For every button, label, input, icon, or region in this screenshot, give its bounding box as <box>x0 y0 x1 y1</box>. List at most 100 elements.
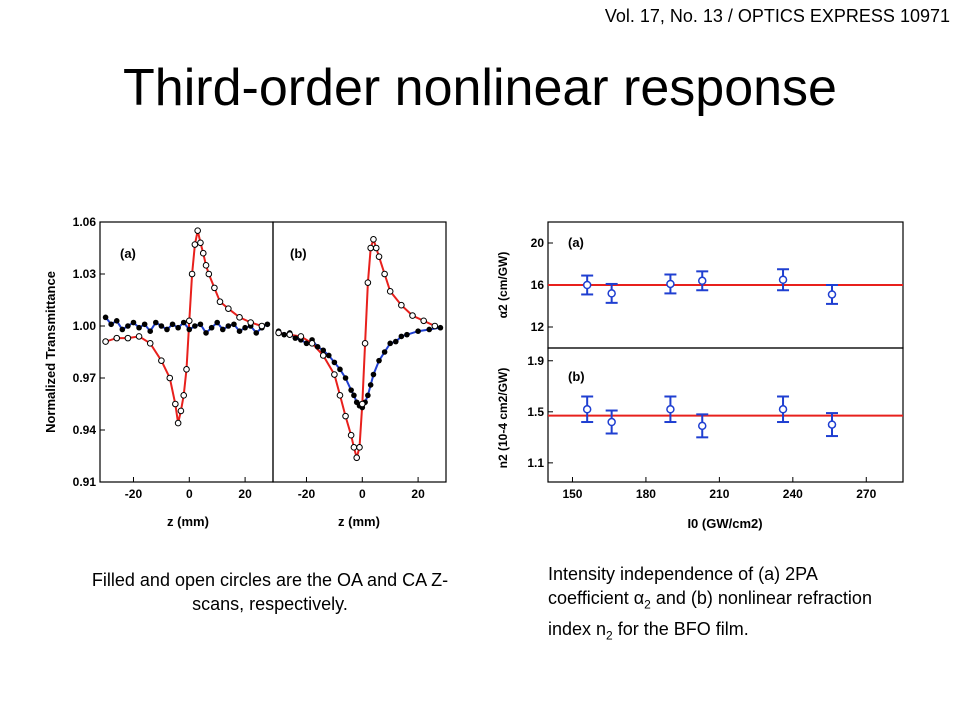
ca-point <box>420 317 427 325</box>
ca-point <box>172 400 179 408</box>
oa-point <box>208 324 215 331</box>
oa-point <box>437 324 444 331</box>
oa-point <box>351 392 357 399</box>
oa-point <box>225 323 232 329</box>
ca-point <box>356 444 363 451</box>
oa-point <box>102 314 109 321</box>
ca-point <box>364 279 372 286</box>
oa-point <box>180 319 187 326</box>
caption-right-sub2: 2 <box>606 628 613 643</box>
x-tick-label: -20 <box>298 487 316 501</box>
oa-point <box>175 324 181 331</box>
y-tick-label: 0.97 <box>73 371 97 385</box>
oa-point <box>264 321 271 328</box>
ca-point <box>375 253 383 260</box>
y-tick-label: 1.5 <box>527 405 544 419</box>
data-point <box>697 276 707 286</box>
ca-point <box>188 270 196 278</box>
y-tick-label: 1.03 <box>73 267 97 281</box>
oa-point <box>130 319 137 326</box>
ca-point <box>199 249 207 257</box>
x-tick-label: 20 <box>238 487 252 501</box>
data-point <box>607 417 616 427</box>
alpha2-plot: 12 16 20 <box>531 236 903 334</box>
ca-point <box>211 284 218 292</box>
ca-point <box>386 288 394 295</box>
x-tick-label: 150 <box>562 487 582 501</box>
oa-point <box>192 323 198 329</box>
data-point <box>582 405 592 414</box>
oa-point <box>342 375 349 381</box>
ca-point <box>194 227 201 234</box>
oa-point <box>153 319 159 326</box>
oa-point <box>164 326 170 333</box>
oa-point <box>169 321 176 328</box>
ca-point <box>275 329 282 337</box>
oa-point <box>337 366 343 373</box>
oa-point <box>398 333 405 340</box>
oa-point <box>141 321 148 328</box>
y-tick-label: 1.1 <box>527 456 544 470</box>
data-point <box>778 405 788 414</box>
ca-point <box>183 366 190 373</box>
x-tick-label: 270 <box>856 487 876 501</box>
y-tick-label: 12 <box>531 320 545 334</box>
ca-point <box>431 322 439 330</box>
ca-point <box>381 270 388 278</box>
oa-point <box>158 323 165 329</box>
caption-right-part3: for the BFO film. <box>612 618 749 639</box>
ca-point <box>353 454 361 462</box>
ca-point <box>286 331 294 338</box>
y-tick-label: 0.94 <box>73 423 97 437</box>
slide-title: Third-order nonlinear response <box>123 59 837 117</box>
x-tick-label: 240 <box>783 487 803 501</box>
oa-point <box>404 331 410 338</box>
oa-point <box>219 326 226 333</box>
oa-point <box>242 324 248 331</box>
caption-right: Intensity independence of (a) 2PA coeffi… <box>548 562 878 647</box>
n2-plot: 1.1 1.5 1.9 150 180 210 240 270 <box>527 354 903 501</box>
ca-point <box>370 236 377 243</box>
zscan-xlabel-b: z (mm) <box>338 514 380 529</box>
ca-point <box>216 298 224 306</box>
y-tick-label: 16 <box>531 278 545 292</box>
panel-label-a: (a) <box>120 246 136 261</box>
ca-point <box>205 270 213 278</box>
ca-point <box>202 262 210 269</box>
zscan-ylabel: Normalized Transmittance <box>43 271 58 433</box>
oa-point <box>214 319 220 326</box>
oa-point <box>119 326 126 333</box>
zscan-xlabel-a: z (mm) <box>167 514 209 529</box>
oa-point <box>365 392 371 399</box>
ca-point <box>166 374 174 382</box>
ca-point <box>308 340 316 347</box>
oa-point <box>108 321 114 328</box>
oa-point <box>281 331 287 338</box>
oa-point <box>236 328 243 335</box>
ca-point <box>225 305 232 312</box>
oa-point <box>326 352 332 359</box>
ca-point <box>191 241 199 248</box>
oa-point <box>125 323 131 329</box>
caption-right-sub1: 2 <box>644 597 651 612</box>
ca-fit-line <box>278 235 436 462</box>
ca-point <box>347 431 355 439</box>
alpha2-ylabel: α2 (cm/GW) <box>496 252 510 319</box>
y-tick-label: 1.9 <box>527 354 544 368</box>
zscan-plot-a: -20 0 20 0.91 0.94 0.97 1.00 1.03 1.06 <box>73 215 271 501</box>
y-tick-label: 1.06 <box>73 215 97 229</box>
oa-point <box>392 338 399 345</box>
oa-point <box>303 340 310 347</box>
ca-point <box>258 322 266 330</box>
zscan-frame-b <box>272 221 447 483</box>
ca-point <box>135 333 143 340</box>
oa-point <box>197 321 204 328</box>
ca-point <box>113 334 121 342</box>
x-tick-label: 210 <box>709 487 729 501</box>
oa-point <box>376 357 382 364</box>
x-tick-label: -20 <box>125 487 143 501</box>
ca-point <box>158 357 165 364</box>
oa-point <box>367 382 374 388</box>
ca-point <box>350 444 358 451</box>
